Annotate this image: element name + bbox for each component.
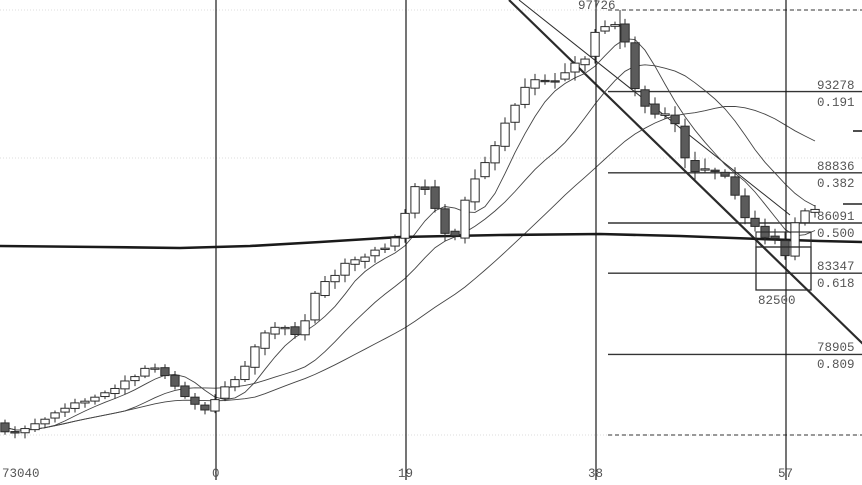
svg-text:0.500: 0.500 (817, 227, 855, 241)
svg-text:38: 38 (588, 467, 603, 480)
svg-text:97726: 97726 (578, 0, 616, 13)
svg-text:93278: 93278 (817, 79, 855, 93)
svg-text:86091: 86091 (817, 210, 855, 224)
svg-text:0.809: 0.809 (817, 358, 855, 372)
svg-text:78905: 78905 (817, 341, 855, 355)
svg-text:0.382: 0.382 (817, 177, 855, 191)
svg-text:83347: 83347 (817, 260, 855, 274)
svg-text:0: 0 (212, 467, 220, 480)
svg-text:82500: 82500 (758, 294, 796, 308)
svg-text:73040: 73040 (2, 467, 40, 480)
svg-text:0.191: 0.191 (817, 96, 855, 110)
svg-text:88836: 88836 (817, 160, 855, 174)
svg-text:57: 57 (778, 467, 793, 480)
svg-text:0.618: 0.618 (817, 277, 855, 291)
svg-text:19: 19 (398, 467, 413, 480)
